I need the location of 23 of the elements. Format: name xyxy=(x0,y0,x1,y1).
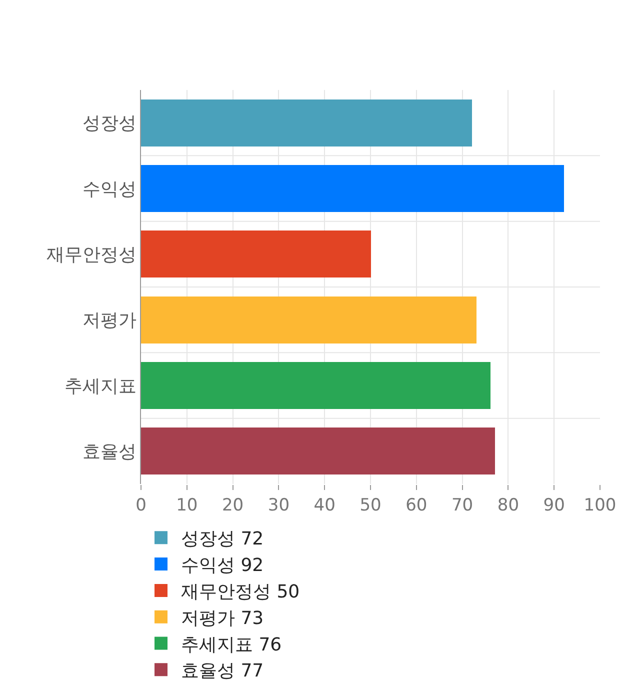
x-tick-label: 20 xyxy=(222,495,244,516)
x-tick-label: 30 xyxy=(268,495,290,516)
legend-label: 추세지표 76 xyxy=(181,634,282,656)
y-tick-label: 추세지표 xyxy=(64,376,136,397)
y-tick-label: 저평가 xyxy=(82,310,136,332)
legend-label: 효율성 77 xyxy=(181,660,264,682)
y-tick-label: 성장성 xyxy=(82,113,136,134)
y-tick-label: 효율성 xyxy=(82,441,136,462)
legend-label: 저평가 73 xyxy=(181,608,264,629)
legend-label: 성장성 72 xyxy=(181,528,264,550)
x-tick-label: 40 xyxy=(314,495,336,516)
y-tick-label: 재무안정성 xyxy=(46,244,136,266)
x-tick-label: 100 xyxy=(584,495,616,516)
x-tick-label: 90 xyxy=(543,495,565,516)
x-tick-label: 70 xyxy=(451,495,474,516)
legend-label: 재무안정성 50 xyxy=(181,581,300,602)
x-tick-label: 50 xyxy=(360,495,382,516)
x-tick-label: 60 xyxy=(406,495,428,516)
x-tick-label: 80 xyxy=(497,495,520,516)
x-tick-label: 0 xyxy=(136,495,146,516)
y-tick-label: 수익성 xyxy=(82,178,136,200)
legend-label: 수익성 92 xyxy=(181,555,264,576)
x-tick-label: 10 xyxy=(176,495,198,516)
